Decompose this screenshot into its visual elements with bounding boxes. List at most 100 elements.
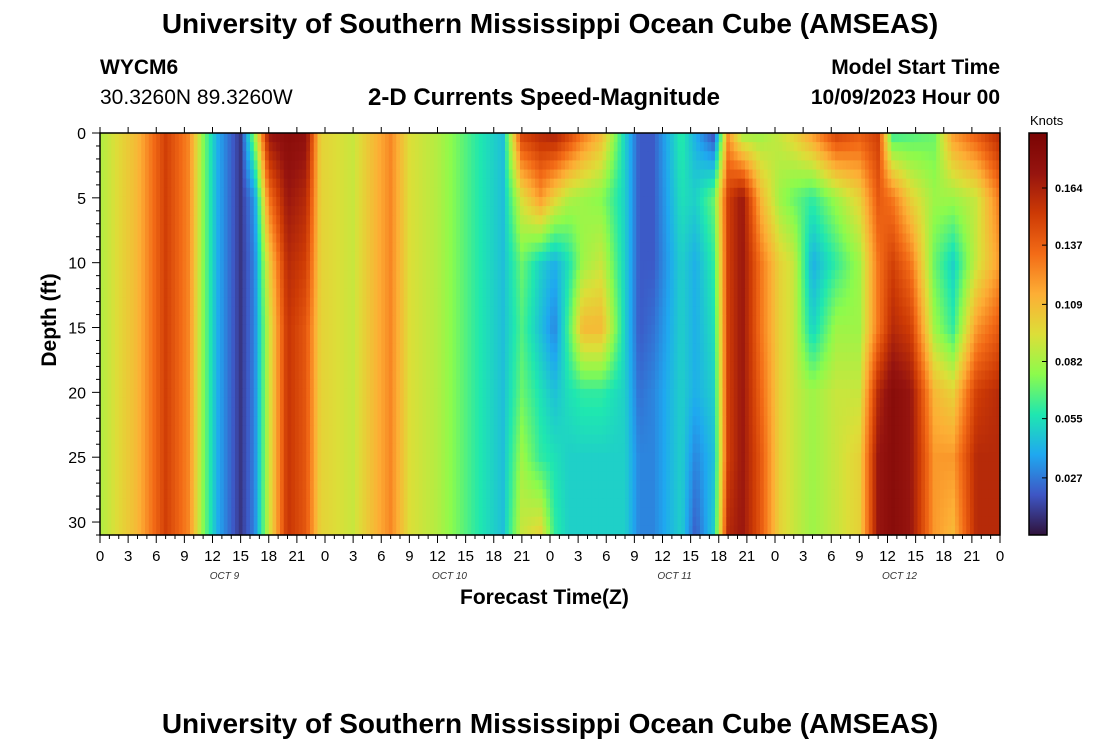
heatmap-cell: [130, 251, 135, 262]
heatmap-cell: [175, 233, 180, 244]
heatmap-cell: [835, 279, 840, 289]
heatmap-cell: [703, 133, 709, 143]
heatmap-cell: [220, 233, 225, 244]
heatmap-cell: [557, 196, 562, 207]
heatmap-cell: [126, 142, 131, 152]
heatmap-cell: [685, 306, 690, 317]
heatmap-cell: [137, 288, 142, 299]
heatmap-cell: [133, 187, 139, 198]
heatmap-cell: [261, 187, 266, 198]
heatmap-cell: [242, 133, 247, 143]
heatmap-cell: [272, 233, 277, 244]
heatmap-cell: [358, 251, 364, 262]
heatmap-cell: [988, 169, 994, 180]
heatmap-cell: [377, 288, 382, 299]
heatmap-cell: [520, 251, 525, 262]
heatmap-cell: [910, 206, 915, 216]
heatmap-cell: [216, 260, 221, 271]
heatmap-cell: [193, 224, 199, 235]
heatmap-cell: [711, 196, 716, 207]
heatmap-cell: [456, 160, 461, 171]
heatmap-cell: [163, 133, 169, 143]
heatmap-cell: [992, 215, 997, 225]
heatmap-cell: [550, 306, 555, 317]
heatmap-cell: [298, 260, 304, 271]
heatmap-cell: [745, 169, 750, 180]
heatmap-cell: [160, 288, 165, 299]
heatmap-cell: [445, 260, 450, 271]
heatmap-cell: [561, 215, 566, 225]
heatmap-cell: [872, 270, 877, 280]
heatmap-cell: [520, 206, 525, 216]
heatmap-cell: [988, 224, 994, 235]
heatmap-cell: [730, 279, 735, 289]
heatmap-cell: [523, 279, 529, 289]
heatmap-cell: [887, 306, 892, 317]
heatmap-cell: [531, 133, 536, 143]
heatmap-cell: [205, 279, 210, 289]
heatmap-cell: [715, 206, 720, 216]
heatmap-cell: [820, 260, 825, 271]
heatmap-cell: [812, 160, 817, 171]
heatmap-cell: [377, 178, 382, 189]
heatmap-cell: [887, 169, 892, 180]
heatmap-cell: [625, 288, 630, 299]
heatmap-cell: [602, 288, 607, 299]
heatmap-cell: [685, 133, 690, 143]
heatmap-cell: [985, 242, 990, 253]
heatmap-cell: [205, 178, 210, 189]
heatmap-cell: [913, 178, 919, 189]
heatmap-cell: [771, 251, 776, 262]
heatmap-cell: [118, 151, 124, 162]
heatmap-cell: [373, 187, 379, 198]
heatmap-cell: [460, 288, 465, 299]
heatmap-cell: [452, 233, 457, 244]
heatmap-cell: [490, 297, 495, 308]
heatmap-cell: [775, 178, 780, 189]
heatmap-cell: [775, 242, 780, 253]
heatmap-cell: [970, 215, 975, 225]
heatmap-cell: [208, 206, 214, 216]
heatmap-cell: [512, 279, 517, 289]
heatmap-cell: [250, 288, 255, 299]
heatmap-cell: [673, 288, 679, 299]
heatmap-cell: [692, 224, 697, 235]
heatmap-cell: [685, 242, 690, 253]
heatmap-cell: [771, 215, 776, 225]
heatmap-cell: [223, 315, 229, 326]
heatmap-cell: [876, 206, 881, 216]
heatmap-cell: [872, 251, 877, 262]
heatmap-cell: [463, 160, 469, 171]
heatmap-cell: [786, 315, 791, 326]
heatmap-cell: [505, 215, 510, 225]
heatmap-cell: [201, 297, 206, 308]
heatmap-cell: [328, 169, 334, 180]
heatmap-cell: [666, 251, 671, 262]
heatmap-cell: [561, 315, 566, 326]
heatmap-cell: [805, 260, 810, 271]
heatmap-cell: [610, 215, 615, 225]
heatmap-cell: [332, 215, 337, 225]
heatmap-cell: [231, 206, 236, 216]
heatmap-cell: [223, 260, 229, 271]
heatmap-cell: [580, 215, 585, 225]
heatmap-cell: [827, 206, 832, 216]
heatmap-cell: [673, 279, 679, 289]
heatmap-cell: [973, 142, 979, 152]
heatmap-cell: [617, 233, 622, 244]
heatmap-cell: [535, 196, 540, 207]
heatmap-cell: [227, 169, 232, 180]
heatmap-cell: [445, 215, 450, 225]
heatmap-cell: [302, 169, 307, 180]
heatmap-cell: [283, 215, 289, 225]
heatmap-cell: [152, 151, 157, 162]
heatmap-cell: [291, 242, 296, 253]
heatmap-cell: [673, 242, 679, 253]
heatmap-cell: [295, 196, 300, 207]
heatmap-cell: [670, 270, 675, 280]
heatmap-cell: [478, 288, 484, 299]
heatmap-cell: [838, 133, 844, 143]
heatmap-cell: [508, 260, 514, 271]
heatmap-cell: [733, 260, 739, 271]
heatmap-cell: [696, 233, 701, 244]
